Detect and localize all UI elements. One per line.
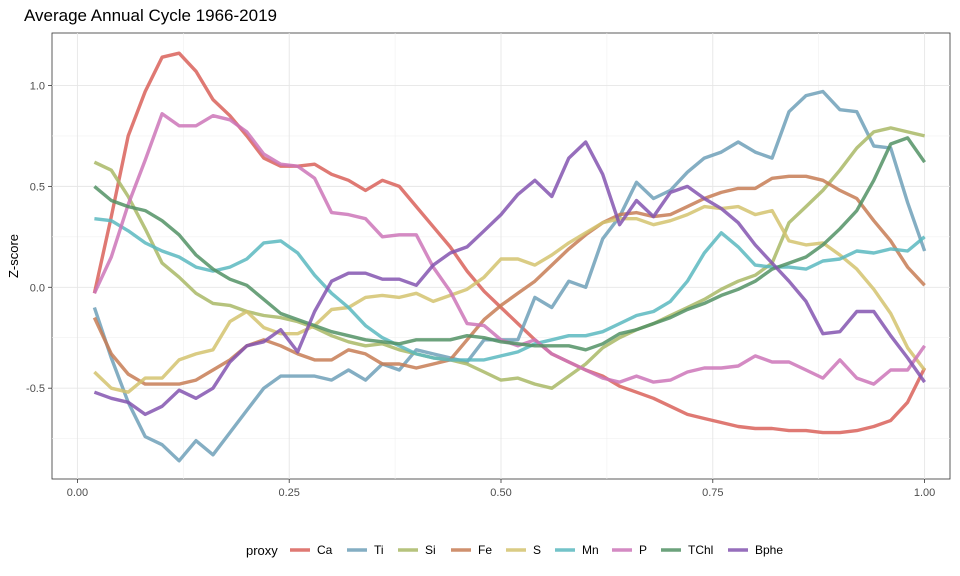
x-tick-label: 0.75 — [702, 487, 723, 499]
x-tick-label: 0.00 — [67, 487, 88, 499]
series-line-ca — [92, 51, 927, 435]
y-tick-label: -0.5 — [26, 383, 45, 395]
legend-label-si: Si — [425, 543, 436, 557]
series-line-s — [93, 204, 926, 394]
x-tick-label: 0.50 — [490, 487, 511, 499]
x-axis: 0.00 0.25 0.50 0.75 1.00 — [67, 479, 935, 499]
legend-label-ca: Ca — [317, 543, 333, 557]
series-line-ti — [92, 89, 927, 463]
legend-label-ti: Ti — [374, 543, 384, 557]
y-tick-label: 1.0 — [30, 80, 45, 92]
y-tick-label: 0.0 — [30, 282, 45, 294]
legend-label-p: P — [639, 543, 647, 557]
legend-label-bphe: Bphe — [755, 543, 783, 557]
series-line-mn — [94, 217, 926, 362]
x-tick-label: 1.00 — [914, 487, 935, 499]
legend-label-mn: Mn — [582, 543, 599, 557]
legend-title: proxy — [246, 543, 278, 558]
y-tick-label: 0.5 — [30, 181, 45, 193]
legend: proxy Ca Ti Si Fe S Mn P TChl Bphe — [246, 543, 783, 558]
y-axis: -0.5 0.0 0.5 1.0 — [26, 80, 52, 395]
series-line-tchl — [93, 136, 926, 352]
major-gridlines — [52, 33, 950, 479]
legend-label-s: S — [533, 543, 541, 557]
legend-label-fe: Fe — [478, 543, 492, 557]
x-tick-label: 0.25 — [278, 487, 299, 499]
series-line-si — [93, 126, 925, 390]
chart-title: Average Annual Cycle 1966-2019 — [24, 6, 277, 25]
legend-label-tchl: TChl — [688, 543, 713, 557]
y-axis-title: Z-score — [6, 234, 21, 278]
series-line-bphe — [93, 140, 926, 417]
series-lines — [92, 51, 927, 463]
